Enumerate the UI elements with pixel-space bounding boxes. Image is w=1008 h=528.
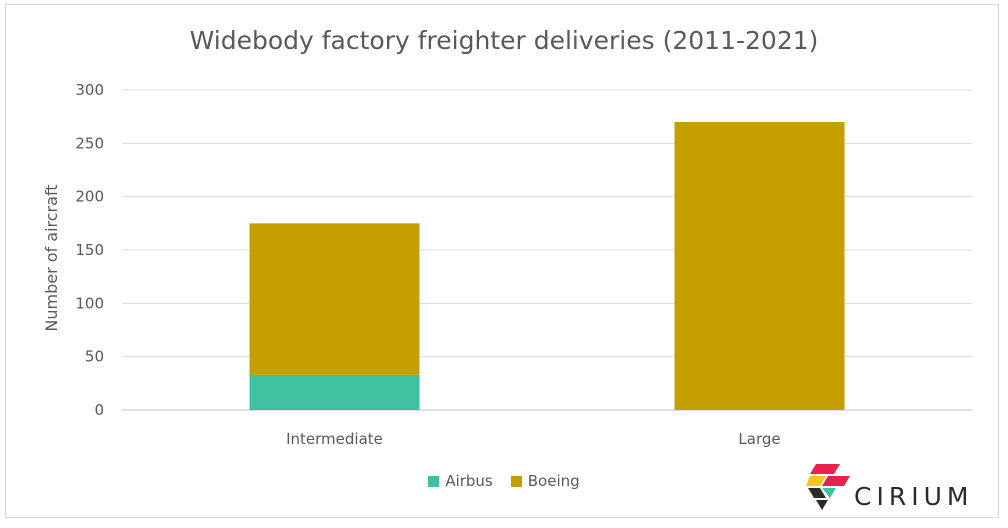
bar-boeing-intermediate — [249, 223, 420, 375]
y-tick-label: 200 — [75, 188, 104, 206]
bar-boeing-large — [674, 122, 845, 410]
x-tick-label: Intermediate — [286, 430, 383, 448]
x-tick-label: Large — [738, 430, 780, 448]
cirium-logo-text: CIRIUM — [854, 482, 974, 511]
y-tick-label: 100 — [75, 294, 104, 312]
legend: Airbus Boeing — [0, 472, 1008, 490]
y-tick-label: 150 — [75, 241, 104, 259]
y-axis-label: Number of aircraft — [42, 184, 61, 331]
legend-label-airbus: Airbus — [445, 472, 493, 490]
legend-swatch-airbus — [428, 475, 440, 487]
legend-item-airbus: Airbus — [428, 472, 493, 490]
y-tick-label: 250 — [75, 134, 104, 152]
y-tick-label: 0 — [94, 401, 104, 419]
bar-airbus-intermediate — [249, 374, 420, 410]
cirium-logo: CIRIUM — [806, 460, 996, 514]
y-tick-label: 50 — [85, 348, 104, 366]
chart-title: Widebody factory freighter deliveries (2… — [189, 26, 819, 55]
cirium-logo-icon — [806, 464, 850, 510]
legend-item-boeing: Boeing — [510, 472, 580, 490]
y-tick-labels: 0 50 100 150 200 250 300 — [75, 81, 104, 419]
bars — [249, 122, 845, 410]
legend-swatch-boeing — [510, 475, 522, 487]
y-tick-label: 300 — [75, 81, 104, 99]
legend-label-boeing: Boeing — [527, 472, 580, 490]
x-tick-labels: Intermediate Large — [286, 430, 780, 448]
